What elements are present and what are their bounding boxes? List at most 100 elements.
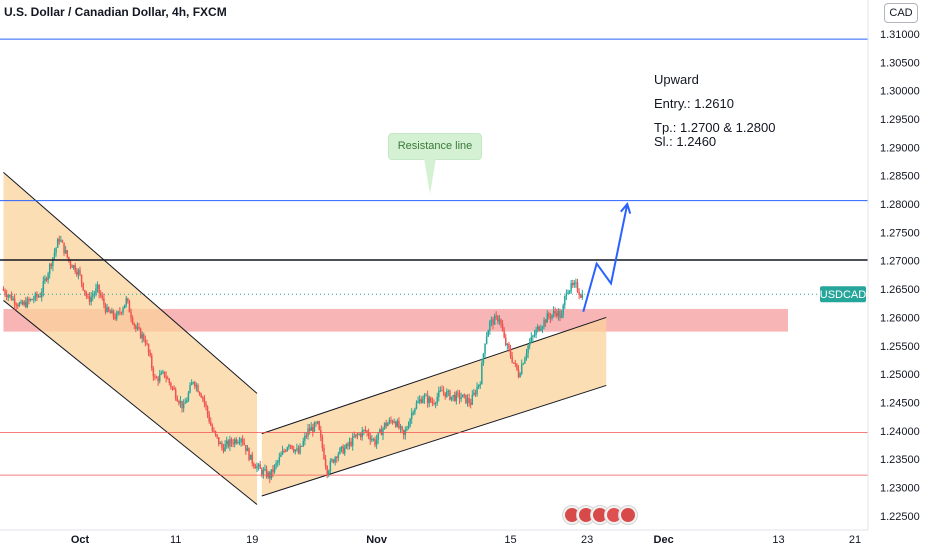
time-axis: Oct 11 19 Nov 15 23 Dec 13 21: [0, 529, 868, 546]
candle-down: [13, 298, 16, 305]
candle-up: [136, 327, 139, 329]
candle-up: [26, 298, 29, 308]
candle-down: [87, 296, 89, 298]
candle-down: [178, 401, 180, 404]
candle-down: [297, 448, 300, 454]
price-tick-label: 1.29000: [880, 142, 920, 154]
candle-up: [249, 454, 252, 460]
candle-down: [321, 437, 324, 449]
candle-down: [36, 293, 38, 297]
candle-down: [318, 421, 320, 430]
candle-up: [546, 313, 548, 323]
candle-up: [187, 392, 190, 401]
candle-down: [241, 438, 244, 443]
resistance-callout: Resistance line: [388, 133, 482, 160]
candle-down: [347, 443, 349, 446]
candle-up: [473, 392, 475, 395]
chart-title: U.S. Dollar / Canadian Dollar, 4h, FXCM: [4, 5, 227, 19]
candle-up: [530, 337, 533, 343]
candle-down: [155, 377, 158, 379]
candle-down: [431, 401, 434, 404]
candle-up: [310, 427, 312, 431]
candle-up: [570, 283, 572, 291]
candle-down: [166, 378, 169, 380]
candle-up: [141, 334, 143, 339]
note-tp: Tp.: 1.2700 & 1.2800: [654, 120, 776, 135]
price-tick-label: 1.25000: [880, 369, 920, 381]
us-flag-icon[interactable]: [618, 505, 638, 525]
candle-down: [176, 398, 179, 402]
candle-down: [243, 442, 245, 445]
price-tick-label: 1.26000: [880, 312, 920, 324]
candle-up: [52, 257, 54, 267]
candle-up: [60, 240, 62, 242]
candle-up: [551, 314, 553, 319]
candle-up: [490, 319, 493, 322]
candle-up: [34, 293, 37, 300]
candle-up: [160, 372, 163, 375]
candle-up: [273, 465, 276, 473]
candle-down: [469, 402, 472, 405]
candle-down: [31, 299, 33, 301]
candle-down: [104, 304, 107, 313]
candle-down: [203, 397, 206, 403]
price-tick-label: 1.22500: [880, 511, 920, 523]
candle-up: [455, 392, 458, 401]
candle-up: [257, 464, 260, 467]
candle-up: [407, 425, 410, 429]
candle-up: [355, 434, 357, 437]
candle-down: [174, 389, 177, 399]
candle-up: [53, 252, 56, 258]
candle-down: [101, 296, 104, 299]
candle-up: [328, 471, 330, 475]
candle-up: [567, 292, 569, 294]
candle-up: [536, 326, 539, 330]
candle-up: [477, 384, 480, 387]
candle-up: [425, 395, 427, 397]
candle-down: [505, 337, 507, 345]
candle-up: [423, 395, 426, 399]
price-tick-label: 1.28500: [880, 171, 920, 183]
candle-up: [439, 390, 442, 392]
candle-down: [248, 448, 250, 460]
candle-down: [359, 433, 362, 437]
candle-up: [382, 428, 384, 436]
candle-up: [299, 445, 301, 454]
candle-down: [5, 294, 8, 298]
candle-up: [418, 399, 421, 402]
up-channel-lower: [261, 384, 607, 497]
candle-up: [484, 343, 486, 354]
candle-up: [288, 445, 290, 448]
candle-up: [77, 269, 80, 275]
callout-pointer: [424, 158, 436, 194]
candle-up: [396, 420, 399, 427]
candle-up: [186, 400, 188, 403]
candle-down: [578, 291, 580, 296]
candle-up: [540, 329, 542, 331]
candle-down: [4, 290, 6, 295]
candle-down: [289, 445, 292, 447]
candle-down: [25, 301, 27, 308]
candle-down: [492, 319, 494, 325]
candle-up: [565, 293, 568, 297]
candle-down: [538, 326, 541, 331]
candle-down: [79, 269, 81, 275]
candle-down: [173, 387, 175, 390]
price-tick-label: 1.31000: [880, 29, 920, 41]
candle-up: [95, 288, 97, 294]
candle-down: [441, 390, 443, 392]
candle-down: [109, 311, 112, 314]
candle-up: [278, 456, 281, 462]
candle-up: [184, 402, 186, 404]
price-tick-label: 1.29500: [880, 114, 920, 126]
candle-up: [535, 329, 537, 335]
currency-button[interactable]: CAD: [884, 3, 918, 23]
candle-down: [232, 442, 234, 445]
candle-up: [489, 321, 491, 331]
candle-up: [122, 308, 124, 313]
candle-up: [294, 449, 297, 452]
candle-down: [556, 312, 558, 317]
candle-up: [40, 292, 43, 298]
candle-down: [453, 395, 456, 401]
